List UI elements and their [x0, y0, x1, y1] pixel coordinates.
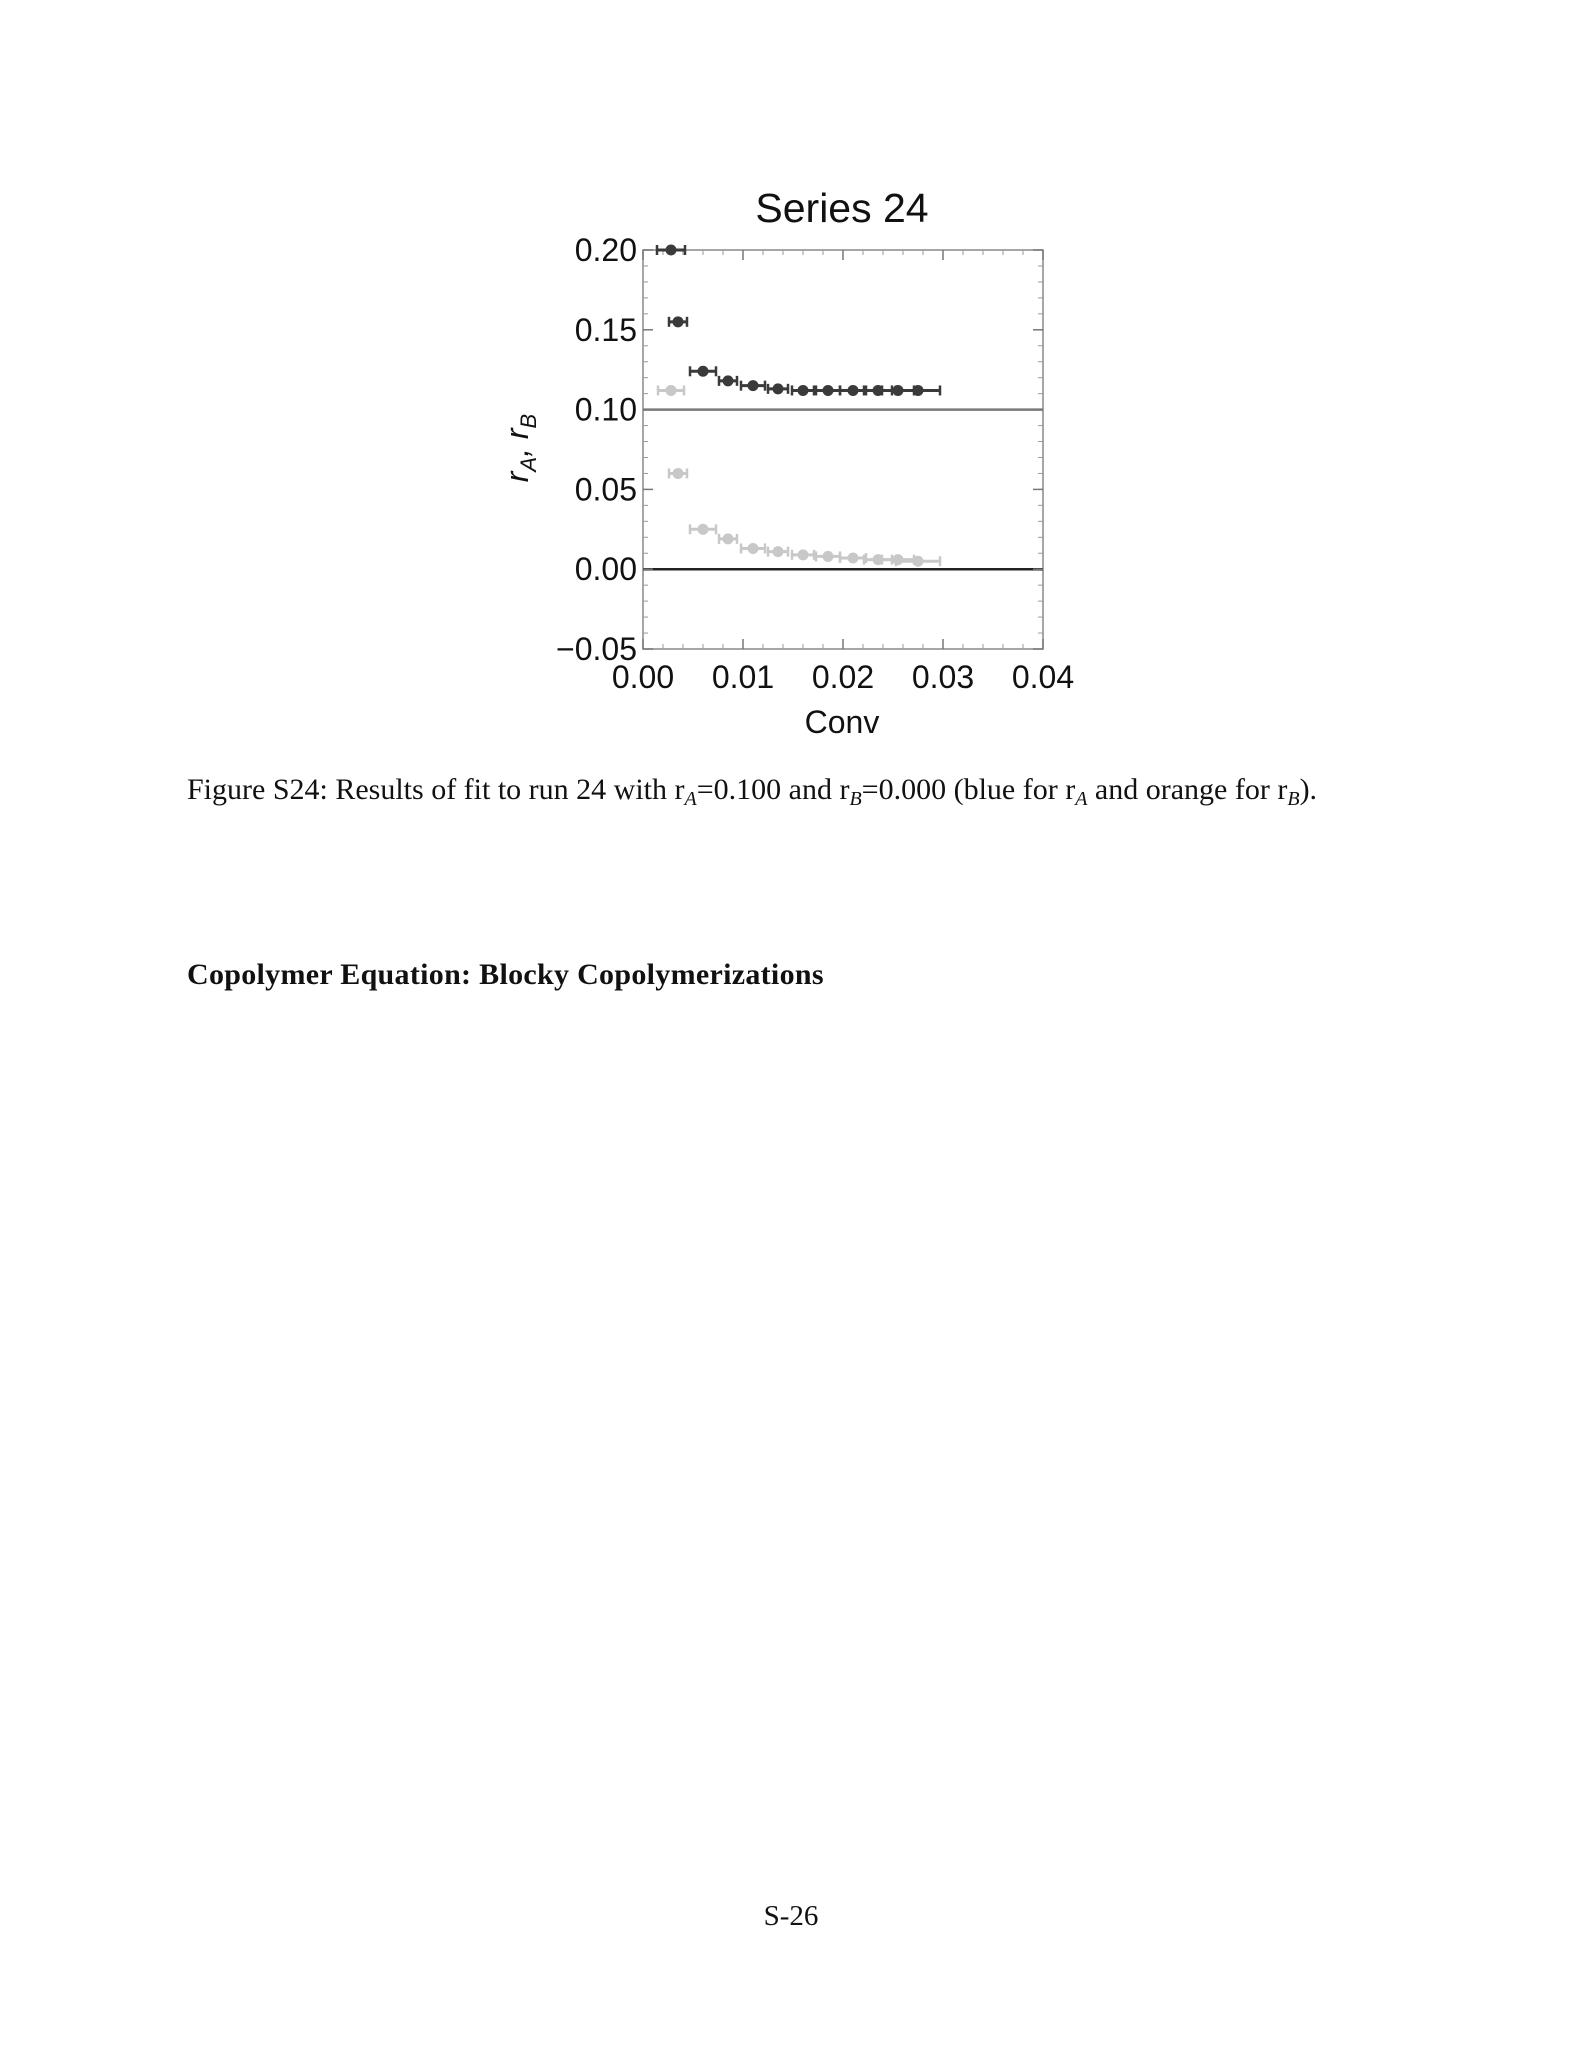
series-1: [656, 384, 942, 567]
caption-sub-b: B: [849, 788, 862, 810]
data-point: [772, 546, 784, 558]
chart-title: Series 24: [755, 185, 928, 231]
data-point: [912, 384, 924, 396]
data-point: [797, 384, 809, 396]
data-point: [847, 384, 859, 396]
data-point: [822, 384, 834, 396]
data-point: [847, 552, 859, 564]
page-number: S-26: [763, 1900, 819, 1932]
x-tick-label: 0.02: [812, 659, 874, 695]
data-series: [655, 244, 942, 567]
data-point: [747, 542, 759, 554]
x-tick-label: 0.01: [712, 659, 774, 695]
y-tick-label: 0.10: [575, 392, 637, 428]
data-point: [672, 316, 684, 328]
caption-prefix: Figure S24: Results of fit to run 24 wit…: [187, 773, 685, 806]
y-tick-label: 0.05: [575, 471, 637, 507]
caption-mid-1: =0.100 and r: [696, 773, 850, 806]
y-axis-label-sub-a: A: [516, 457, 541, 474]
x-axis-label: Conv: [805, 704, 880, 740]
data-point: [697, 523, 709, 535]
series-0: [655, 244, 942, 396]
data-point: [797, 549, 809, 561]
x-tick-label: 0.04: [1012, 659, 1074, 695]
plot-frame: [642, 249, 1044, 650]
y-tick-label: 0.00: [575, 551, 637, 587]
y-tick-label: 0.15: [575, 312, 637, 348]
caption-mid-2: =0.000 (blue for r: [861, 773, 1076, 806]
caption-sub-b-2: B: [1287, 788, 1300, 810]
data-point: [697, 365, 709, 377]
x-tick-label: 0.00: [612, 659, 674, 695]
x-axis-ticks: 0.00 0.01 0.02 0.03 0.04: [612, 250, 1074, 695]
caption-sub-a-2: A: [1075, 788, 1088, 810]
data-point: [665, 384, 677, 396]
y-axis-label-main: r: [499, 470, 535, 482]
y-axis-label: rA, rB: [499, 414, 541, 482]
caption-sub-a: A: [684, 788, 697, 810]
y-axis-ticks: 0.20 0.15 0.10 0.05 0.00 −0.05: [556, 232, 1043, 667]
data-point: [722, 375, 734, 387]
minor-ticks: [643, 250, 1043, 649]
y-tick-label: −0.05: [556, 631, 637, 667]
data-point: [722, 533, 734, 545]
section-heading: Copolymer Equation: Blocky Copolymerizat…: [187, 958, 824, 991]
data-point: [912, 555, 924, 567]
data-point: [892, 554, 904, 566]
x-tick-label: 0.03: [912, 659, 974, 695]
data-point: [772, 383, 784, 395]
data-point: [665, 244, 677, 256]
data-point: [672, 467, 684, 479]
figure-caption: Figure S24: Results of fit to run 24 wit…: [187, 770, 1402, 810]
y-axis-label-sub-b: B: [516, 414, 541, 429]
caption-mid-3: and orange for r: [1087, 773, 1288, 806]
data-point: [747, 380, 759, 392]
y-axis-label-sep: ,: [499, 439, 535, 457]
y-tick-label: 0.20: [575, 232, 637, 268]
data-point: [822, 550, 834, 562]
y-axis-label-main-b: r: [499, 427, 535, 439]
caption-suffix: ).: [1299, 773, 1318, 806]
